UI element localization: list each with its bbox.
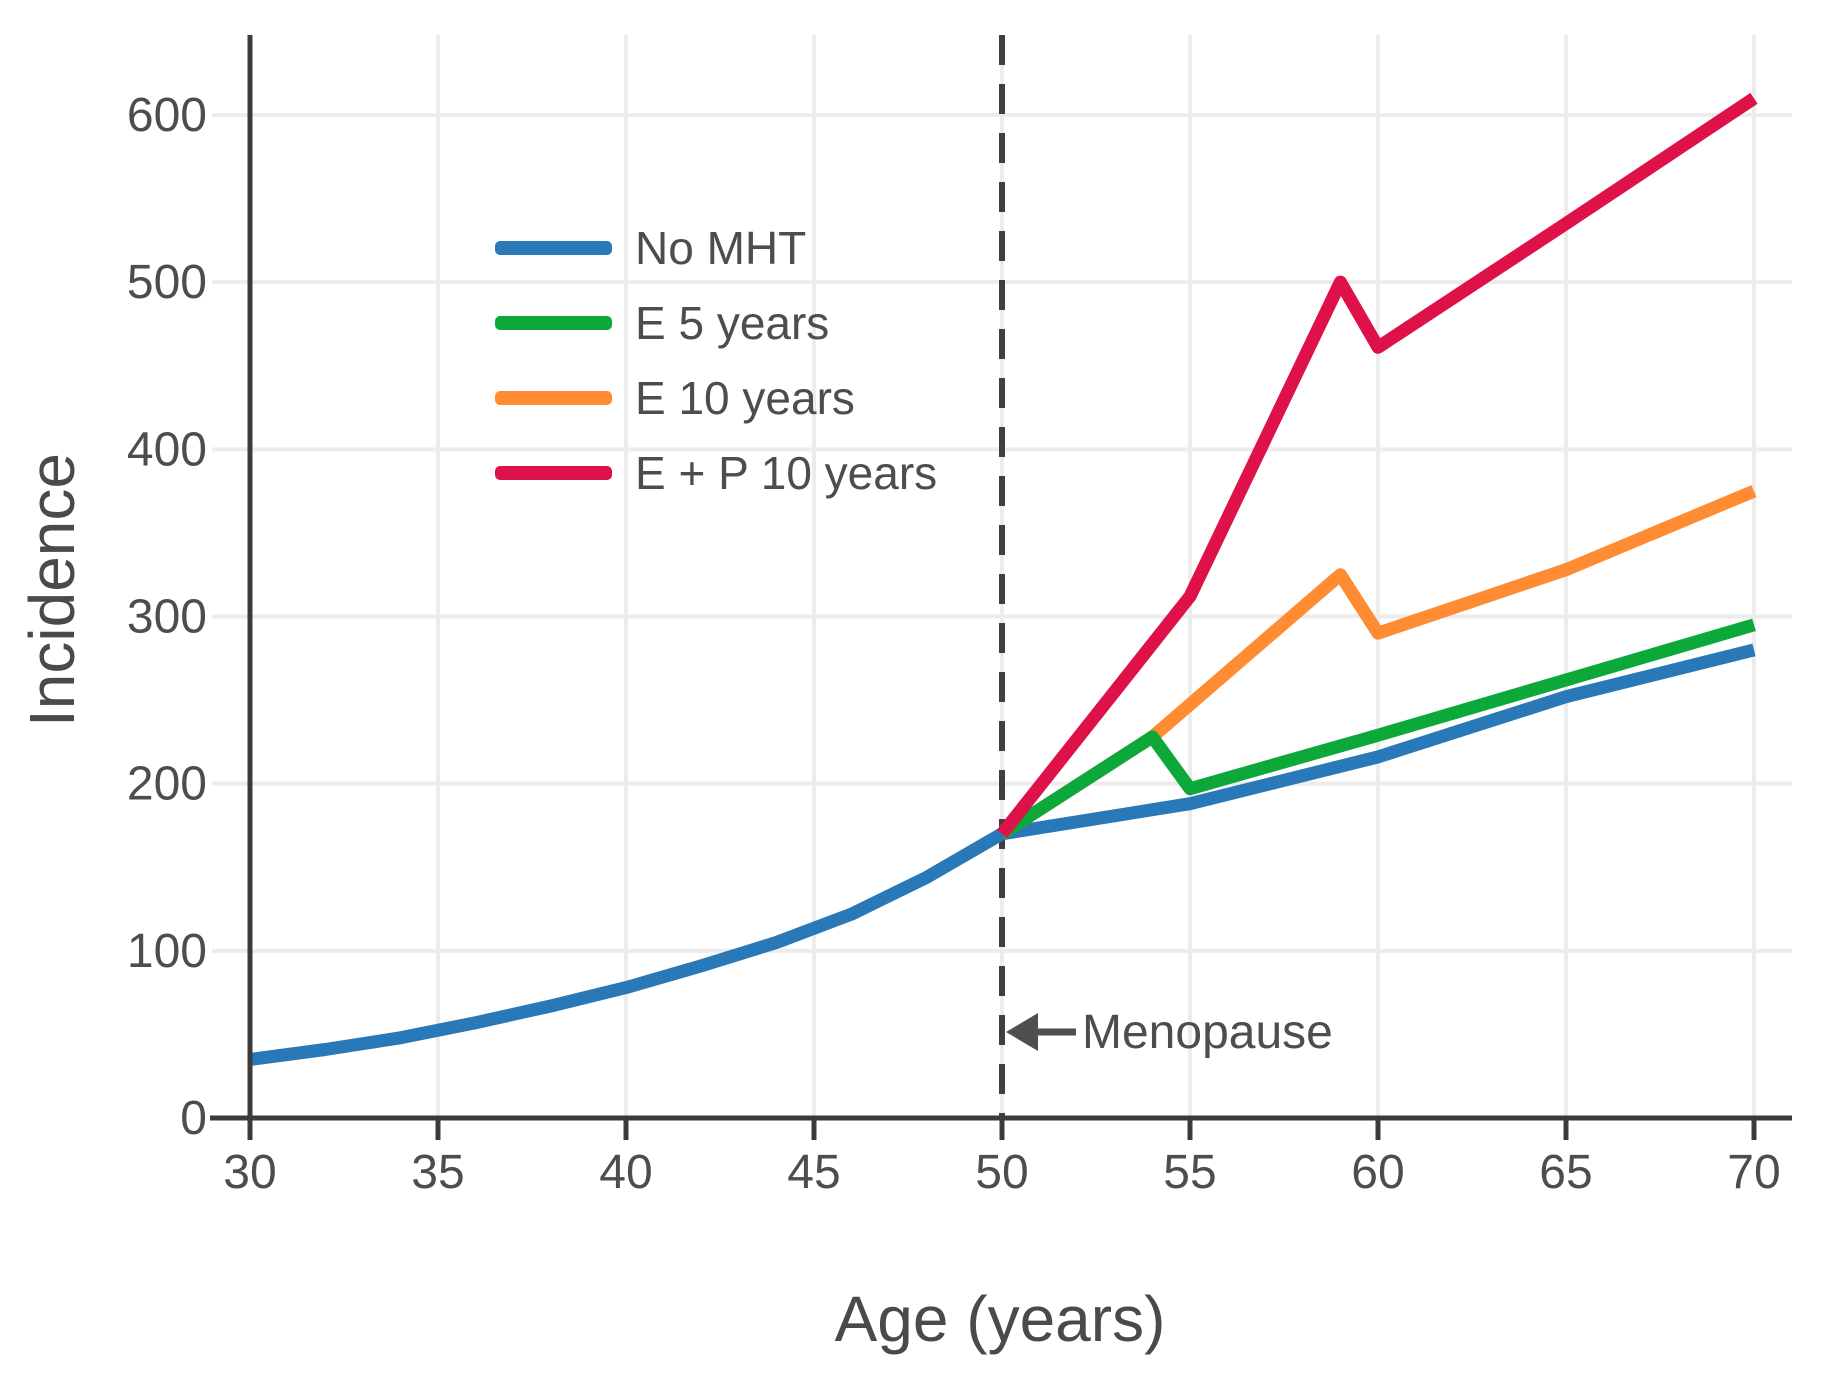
legend-item-e-p-10-years: E + P 10 years: [495, 435, 937, 510]
x-tick-label-40: 40: [599, 1146, 652, 1199]
y-axis-title: Incidence: [16, 453, 88, 727]
legend-swatch-e-p-10-years: [495, 465, 612, 480]
y-tick-label-500: 500: [127, 256, 207, 309]
legend-item-no-mht: No MHT: [495, 210, 937, 285]
y-tick-label-300: 300: [127, 590, 207, 643]
legend-item-e-10-years: E 10 years: [495, 360, 937, 435]
x-tick-label-50: 50: [975, 1146, 1028, 1199]
x-tick-label-35: 35: [411, 1146, 464, 1199]
series-line-e-5-years: [998, 618, 1756, 840]
legend-swatch-no-mht: [495, 240, 612, 255]
x-tick-label-60: 60: [1351, 1146, 1404, 1199]
x-tick-label-45: 45: [787, 1146, 840, 1199]
legend-label: E + P 10 years: [635, 446, 938, 499]
series-line-no-mht: [249, 643, 1756, 1066]
series-line-e-p-10-years: [996, 92, 1758, 838]
legend-item-e-5-years: E 5 years: [495, 285, 937, 360]
x-tick-label-70: 70: [1727, 1146, 1780, 1199]
legend-label: No MHT: [635, 221, 807, 274]
x-tick-label-55: 55: [1163, 1146, 1216, 1199]
x-tick-label-65: 65: [1539, 1146, 1592, 1199]
y-tick-label-200: 200: [127, 758, 207, 811]
menopause-label: Menopause: [1082, 1005, 1333, 1059]
legend-label: E 10 years: [635, 371, 855, 424]
y-tick-label-0: 0: [180, 1092, 207, 1145]
x-axis-title: Age (years): [834, 1283, 1166, 1355]
y-tick-label-600: 600: [127, 89, 207, 142]
y-tick-label-100: 100: [127, 925, 207, 978]
legend-swatch-e-10-years: [495, 390, 612, 405]
x-tick-label-30: 30: [223, 1146, 276, 1199]
legend: No MHT E 5 years E 10 years E + P 10 yea…: [495, 210, 937, 510]
menopause-annotation: Menopause: [1004, 1002, 1333, 1062]
legend-label: E 5 years: [635, 296, 830, 349]
y-tick-label-400: 400: [127, 423, 207, 476]
legend-swatch-e-5-years: [495, 315, 612, 330]
left-arrow-icon: [1006, 1013, 1076, 1051]
